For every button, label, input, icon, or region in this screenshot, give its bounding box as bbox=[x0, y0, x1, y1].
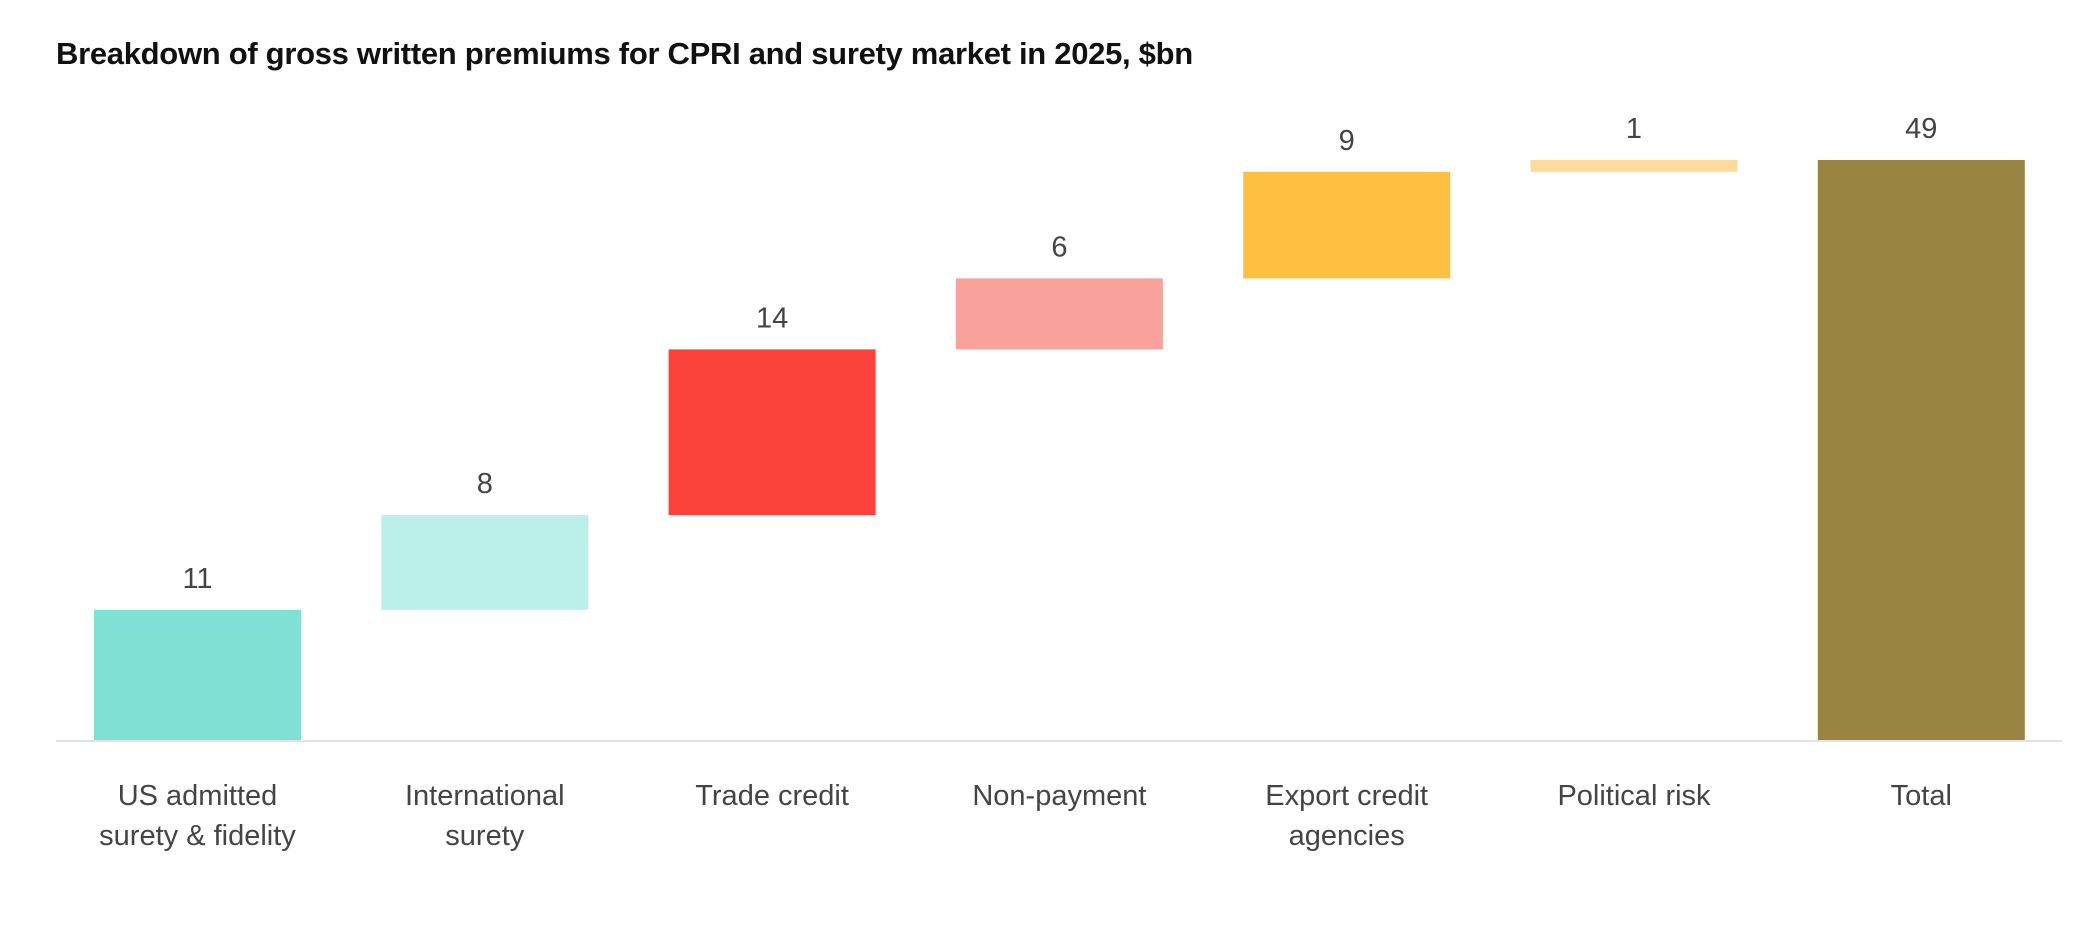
value-label: 6 bbox=[1051, 231, 1067, 263]
value-label: 11 bbox=[182, 563, 212, 595]
value-label: 1 bbox=[1626, 113, 1642, 145]
bar-3 bbox=[955, 278, 1163, 350]
category-label: agencies bbox=[1289, 820, 1405, 852]
bar-4 bbox=[1243, 171, 1451, 279]
bar-5 bbox=[1530, 160, 1738, 172]
category-label: Export credit bbox=[1265, 780, 1428, 812]
category-label: International bbox=[405, 780, 565, 812]
bar-2 bbox=[668, 349, 876, 516]
category-label: surety bbox=[445, 820, 524, 852]
value-label: 8 bbox=[477, 468, 493, 500]
bar-1 bbox=[381, 515, 589, 610]
bar-6 bbox=[1817, 160, 2025, 740]
value-label: 49 bbox=[1905, 113, 1937, 145]
category-label: US admitted bbox=[118, 780, 278, 812]
value-label: 9 bbox=[1339, 125, 1355, 157]
category-label: Non-payment bbox=[972, 780, 1146, 812]
value-label: 14 bbox=[756, 302, 788, 334]
category-label: Total bbox=[1891, 780, 1952, 812]
category-label: surety & fidelity bbox=[99, 820, 296, 852]
category-label: Trade credit bbox=[695, 780, 849, 812]
bar-0 bbox=[94, 609, 301, 740]
category-label: Political risk bbox=[1557, 780, 1711, 812]
chart-title: Breakdown of gross written premiums for … bbox=[56, 36, 1193, 71]
